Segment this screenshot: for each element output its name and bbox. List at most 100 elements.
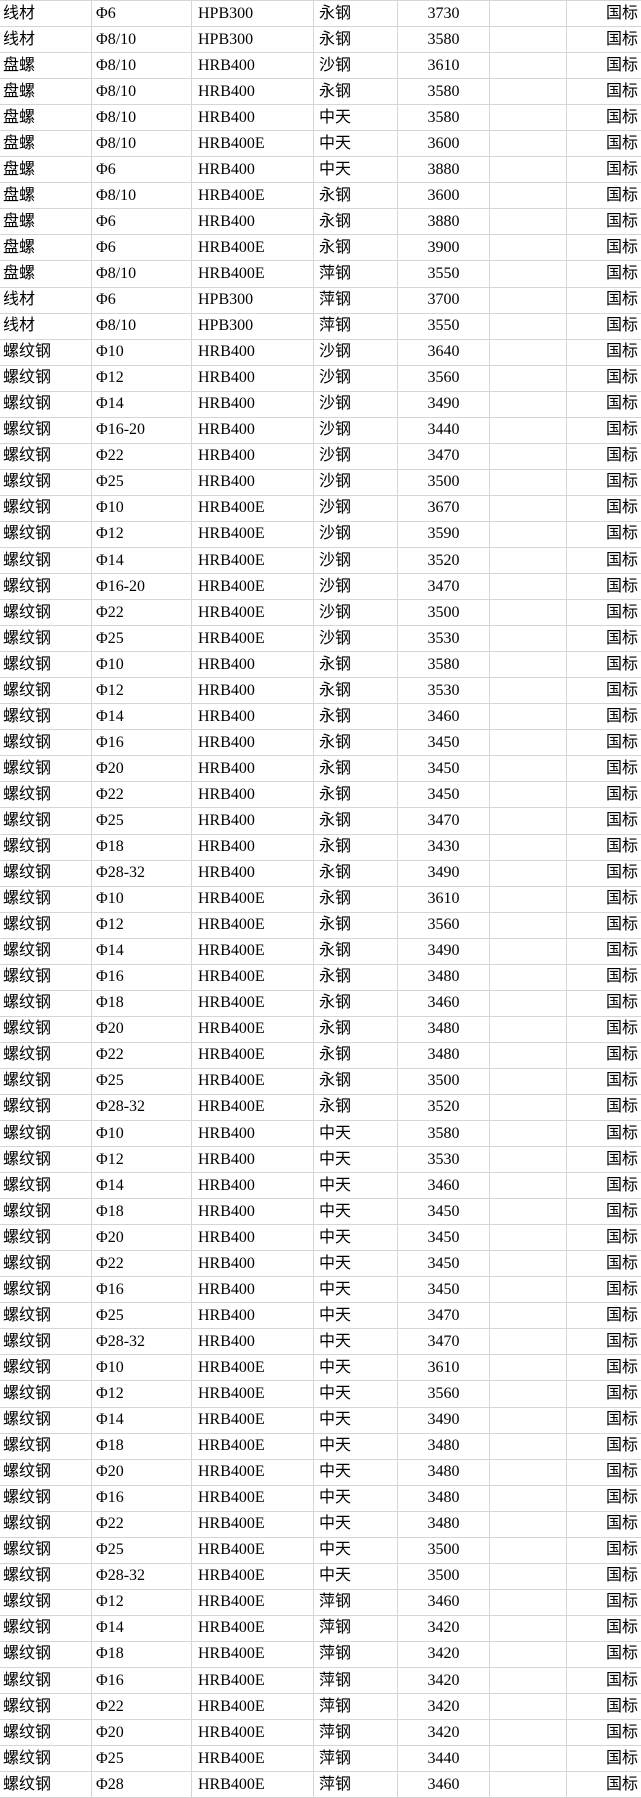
mill-cell[interactable]: 中天: [314, 1251, 398, 1278]
spec-cell[interactable]: Φ22: [92, 1042, 192, 1069]
price-cell[interactable]: 3440: [398, 1746, 490, 1773]
mill-cell[interactable]: 永钢: [314, 1068, 398, 1095]
spec-cell[interactable]: Φ28-32: [92, 1563, 192, 1590]
empty-cell[interactable]: [490, 1563, 567, 1590]
spec-cell[interactable]: Φ12: [92, 912, 192, 939]
empty-cell[interactable]: [490, 1459, 567, 1486]
empty-cell[interactable]: [490, 886, 567, 913]
mill-cell[interactable]: 中天: [314, 1511, 398, 1538]
spec-cell[interactable]: Φ6: [92, 235, 192, 262]
standard-cell[interactable]: 国标: [567, 1, 641, 28]
empty-cell[interactable]: [490, 1199, 567, 1226]
material-cell[interactable]: HRB400: [192, 365, 314, 392]
price-cell[interactable]: 3480: [398, 1042, 490, 1069]
mill-cell[interactable]: 中天: [314, 157, 398, 184]
price-cell[interactable]: 3670: [398, 495, 490, 522]
standard-cell[interactable]: 国标: [567, 1746, 641, 1773]
standard-cell[interactable]: 国标: [567, 1303, 641, 1330]
standard-cell[interactable]: 国标: [567, 1668, 641, 1695]
material-cell[interactable]: HRB400E: [192, 938, 314, 965]
mill-cell[interactable]: 永钢: [314, 782, 398, 809]
product-cell[interactable]: 螺纹钢: [0, 1147, 92, 1174]
product-cell[interactable]: 螺纹钢: [0, 912, 92, 939]
standard-cell[interactable]: 国标: [567, 1329, 641, 1356]
material-cell[interactable]: HRB400E: [192, 1407, 314, 1434]
spec-cell[interactable]: Φ12: [92, 1589, 192, 1616]
spec-cell[interactable]: Φ18: [92, 1641, 192, 1668]
price-cell[interactable]: 3500: [398, 1563, 490, 1590]
empty-cell[interactable]: [490, 391, 567, 418]
mill-cell[interactable]: 中天: [314, 1173, 398, 1200]
product-cell[interactable]: 盘螺: [0, 157, 92, 184]
material-cell[interactable]: HRB400E: [192, 1381, 314, 1408]
price-cell[interactable]: 3420: [398, 1641, 490, 1668]
product-cell[interactable]: 螺纹钢: [0, 756, 92, 783]
spec-cell[interactable]: Φ22: [92, 1694, 192, 1721]
standard-cell[interactable]: 国标: [567, 1199, 641, 1226]
mill-cell[interactable]: 永钢: [314, 183, 398, 210]
price-cell[interactable]: 3470: [398, 808, 490, 835]
empty-cell[interactable]: [490, 495, 567, 522]
mill-cell[interactable]: 永钢: [314, 27, 398, 54]
standard-cell[interactable]: 国标: [567, 1121, 641, 1148]
material-cell[interactable]: HRB400E: [192, 235, 314, 262]
price-cell[interactable]: 3450: [398, 782, 490, 809]
product-cell[interactable]: 螺纹钢: [0, 1068, 92, 1095]
standard-cell[interactable]: 国标: [567, 105, 641, 132]
mill-cell[interactable]: 永钢: [314, 886, 398, 913]
empty-cell[interactable]: [490, 313, 567, 340]
mill-cell[interactable]: 永钢: [314, 808, 398, 835]
price-cell[interactable]: 3480: [398, 1511, 490, 1538]
standard-cell[interactable]: 国标: [567, 1642, 641, 1668]
empty-cell[interactable]: [490, 1121, 567, 1148]
material-cell[interactable]: HRB400: [192, 157, 314, 184]
product-cell[interactable]: 盘螺: [0, 79, 92, 106]
spec-cell[interactable]: Φ14: [92, 938, 192, 965]
standard-cell[interactable]: 国标: [567, 1277, 641, 1304]
material-cell[interactable]: HRB400E: [192, 1459, 314, 1486]
standard-cell[interactable]: 国标: [567, 678, 641, 705]
standard-cell[interactable]: 国标: [567, 261, 641, 288]
mill-cell[interactable]: 萍钢: [314, 287, 398, 314]
material-cell[interactable]: HRB400E: [192, 1746, 314, 1773]
mill-cell[interactable]: 永钢: [314, 860, 398, 887]
product-cell[interactable]: 螺纹钢: [0, 808, 92, 835]
spec-cell[interactable]: Φ20: [92, 1720, 192, 1747]
material-cell[interactable]: HRB400E: [192, 574, 314, 601]
material-cell[interactable]: HRB400: [192, 1147, 314, 1174]
spec-cell[interactable]: Φ18: [92, 834, 192, 861]
material-cell[interactable]: HRB400: [192, 782, 314, 809]
empty-cell[interactable]: [490, 1016, 567, 1043]
standard-cell[interactable]: 国标: [567, 887, 641, 913]
mill-cell[interactable]: 沙钢: [314, 417, 398, 444]
empty-cell[interactable]: [490, 1433, 567, 1460]
standard-cell[interactable]: 国标: [567, 1772, 641, 1798]
spec-cell[interactable]: Φ25: [92, 469, 192, 496]
price-cell[interactable]: 3490: [398, 1407, 490, 1434]
standard-cell[interactable]: 国标: [567, 314, 641, 340]
price-cell[interactable]: 3480: [398, 1016, 490, 1043]
spec-cell[interactable]: Φ16: [92, 1277, 192, 1304]
standard-cell[interactable]: 国标: [567, 1069, 641, 1095]
price-cell[interactable]: 3530: [398, 1147, 490, 1174]
empty-cell[interactable]: [490, 1772, 567, 1798]
empty-cell[interactable]: [490, 1173, 567, 1200]
price-cell[interactable]: 3480: [398, 1433, 490, 1460]
product-cell[interactable]: 螺纹钢: [0, 1720, 92, 1747]
empty-cell[interactable]: [490, 1511, 567, 1538]
standard-cell[interactable]: 国标: [567, 522, 641, 548]
spec-cell[interactable]: Φ8/10: [92, 261, 192, 288]
product-cell[interactable]: 螺纹钢: [0, 834, 92, 861]
price-cell[interactable]: 3520: [398, 1094, 490, 1122]
standard-cell[interactable]: 国标: [567, 1355, 641, 1382]
product-cell[interactable]: 螺纹钢: [0, 678, 92, 705]
product-cell[interactable]: 螺纹钢: [0, 964, 92, 991]
price-cell[interactable]: 3450: [398, 1199, 490, 1226]
empty-cell[interactable]: [490, 287, 567, 314]
empty-cell[interactable]: [490, 131, 567, 158]
material-cell[interactable]: HRB400E: [192, 261, 314, 288]
material-cell[interactable]: HRB400E: [192, 1537, 314, 1564]
spec-cell[interactable]: Φ10: [92, 1121, 192, 1148]
price-cell[interactable]: 3900: [398, 235, 490, 262]
spec-cell[interactable]: Φ6: [92, 209, 192, 236]
